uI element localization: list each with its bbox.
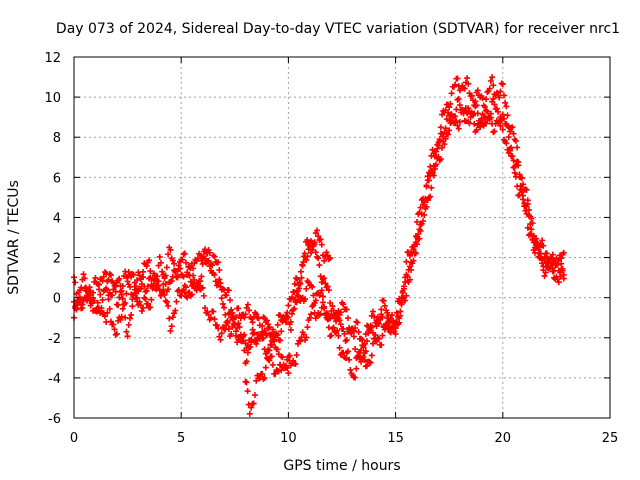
x-tick-label: 20 (495, 431, 512, 446)
series-track-4 (242, 227, 334, 417)
y-tick-label: -6 (48, 412, 61, 427)
x-axis-label: GPS time / hours (283, 458, 400, 474)
y-tick-label: 6 (53, 171, 61, 186)
x-tick-label: 10 (280, 431, 297, 446)
y-axis-label: SDTVAR / TECUs (6, 180, 22, 295)
series-track-3 (71, 102, 567, 357)
y-tick-label: 8 (53, 131, 61, 146)
series-markers (242, 227, 334, 417)
chart-title: Day 073 of 2024, Sidereal Day-to-day VTE… (56, 21, 620, 37)
y-tick-label: 10 (44, 91, 61, 106)
plot-border (73, 56, 611, 419)
data-series (71, 74, 567, 417)
x-tick-label: 0 (70, 431, 78, 446)
axis-ticks: 0 5 10 15 20 25 -6 -4 -2 0 2 4 6 8 10 12 (44, 51, 618, 446)
y-tick-label: 12 (44, 51, 61, 66)
y-tick-label: -4 (48, 372, 61, 387)
x-tick-label: 5 (177, 431, 185, 446)
y-tick-label: 4 (53, 211, 61, 226)
x-tick-label: 15 (387, 431, 404, 446)
y-tick-label: 0 (53, 292, 61, 307)
y-tick-label: -2 (48, 332, 61, 347)
y-tick-label: 2 (53, 252, 61, 267)
series-markers (71, 102, 567, 357)
x-tick-label: 25 (602, 431, 619, 446)
